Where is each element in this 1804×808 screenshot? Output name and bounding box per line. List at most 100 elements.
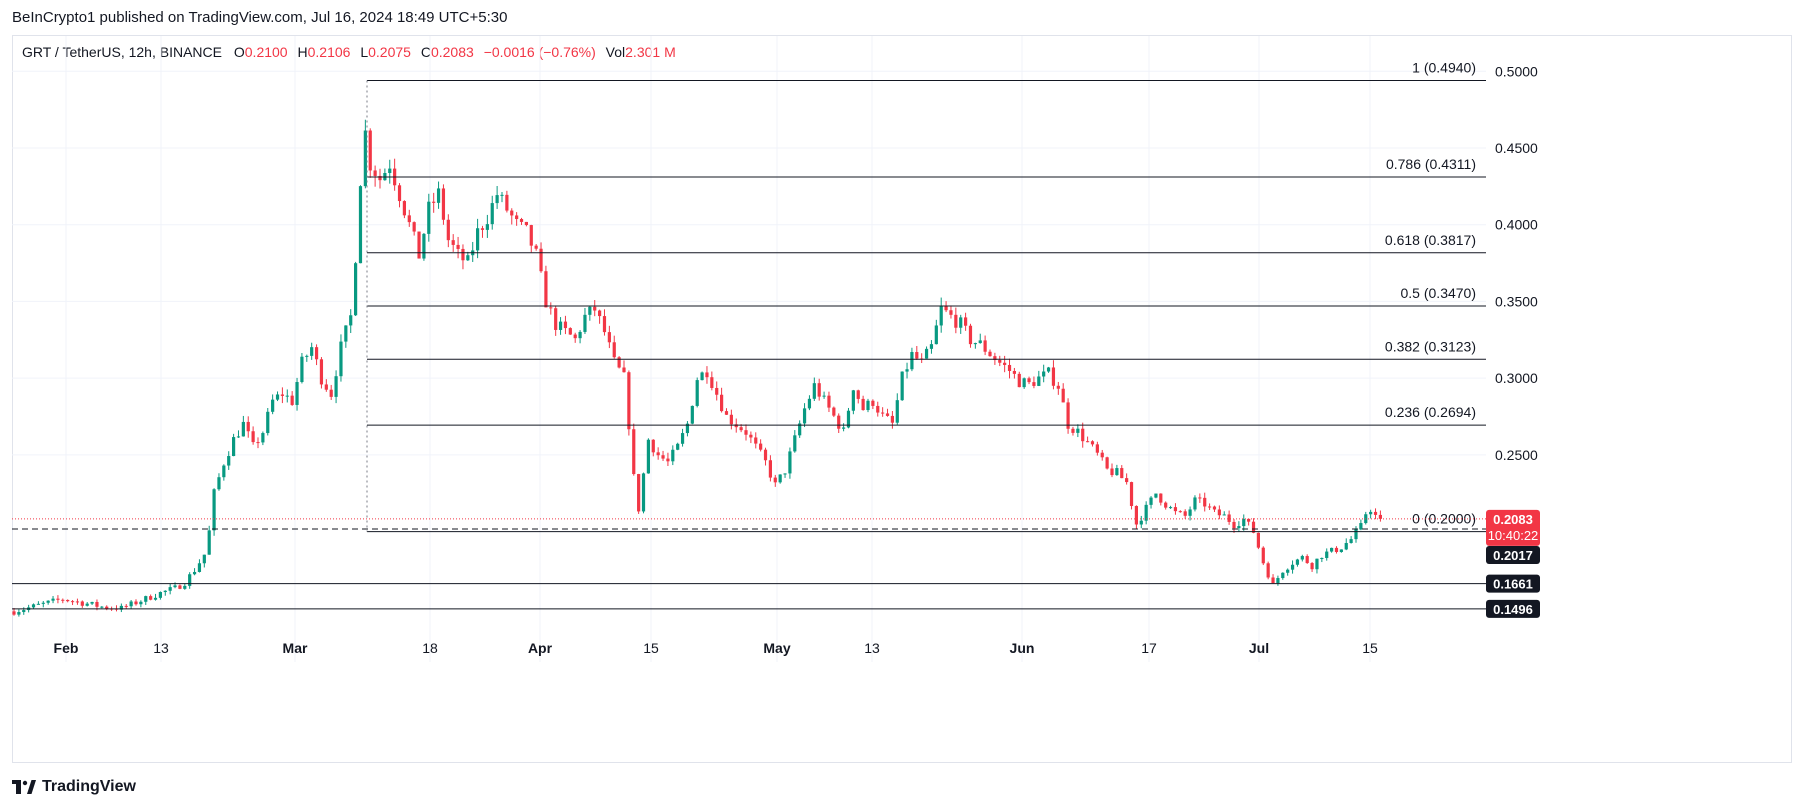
candle xyxy=(256,437,260,449)
candle xyxy=(183,583,187,590)
candle xyxy=(510,208,514,225)
y-tick-label: 0.3500 xyxy=(1495,293,1538,309)
candle xyxy=(305,354,309,362)
candle-body xyxy=(207,530,211,555)
candle xyxy=(202,554,206,568)
candle-body xyxy=(480,228,485,230)
candle xyxy=(1168,505,1173,509)
candle xyxy=(554,305,558,336)
candle-body xyxy=(1286,569,1290,573)
candle-body xyxy=(934,325,938,345)
candle-body xyxy=(90,601,94,604)
support-price-text: 0.1496 xyxy=(1493,602,1533,617)
candle-body xyxy=(1061,388,1065,403)
candle-body xyxy=(266,411,270,434)
candle-body xyxy=(1017,373,1021,388)
symbol-label[interactable]: GRT / TetherUS, 12h, BINANCE xyxy=(22,44,222,60)
candle xyxy=(1266,561,1270,580)
candle-body xyxy=(222,465,226,478)
candle xyxy=(80,600,84,608)
candle xyxy=(329,384,333,400)
candle xyxy=(412,221,416,236)
candle-body xyxy=(339,341,343,377)
candle xyxy=(436,181,441,209)
candle-body xyxy=(85,603,89,606)
candle xyxy=(290,391,294,406)
candle-body xyxy=(46,600,50,603)
candle xyxy=(158,591,162,600)
y-tick-label: 0.3000 xyxy=(1495,370,1538,386)
volume-label: Vol xyxy=(605,44,626,60)
candle-body xyxy=(988,351,992,357)
candle xyxy=(119,603,123,613)
open-value: 0.2100 xyxy=(244,44,288,60)
candle xyxy=(1007,358,1012,379)
candle-body xyxy=(895,400,899,423)
candle xyxy=(676,442,680,451)
y-tick-label: 0.4500 xyxy=(1495,140,1538,156)
candle-body xyxy=(1164,502,1168,508)
candle-layer xyxy=(12,119,1382,617)
candle-body xyxy=(271,399,275,412)
candle-body xyxy=(22,610,26,613)
support-price-text: 0.2017 xyxy=(1493,548,1533,563)
candle-body xyxy=(36,603,40,605)
candle-body xyxy=(832,407,836,416)
candle-body xyxy=(456,244,460,249)
candle xyxy=(1242,514,1246,531)
fib-label: 0.618 (0.3817) xyxy=(1385,232,1476,248)
candle xyxy=(607,325,611,349)
candle-body xyxy=(334,376,338,397)
candle-body xyxy=(1007,364,1012,371)
candle-body xyxy=(1110,468,1114,476)
candle xyxy=(861,395,865,411)
candle xyxy=(578,330,582,344)
tradingview-brand[interactable]: TradingView xyxy=(12,778,136,796)
candle-body xyxy=(349,315,353,326)
candle xyxy=(490,195,494,230)
candle-body xyxy=(12,611,16,615)
candle-body xyxy=(1320,557,1324,559)
candle xyxy=(246,416,250,438)
candle xyxy=(1261,546,1265,566)
candle xyxy=(1164,501,1168,510)
candle-body xyxy=(1212,506,1217,510)
candle xyxy=(695,377,699,408)
candle-body xyxy=(1168,507,1173,509)
candle xyxy=(1027,376,1031,385)
candle-body xyxy=(802,408,807,424)
candle-body xyxy=(1086,441,1090,443)
candle xyxy=(998,355,1002,367)
candle xyxy=(383,168,387,181)
candle xyxy=(1378,510,1382,522)
candle xyxy=(793,430,797,453)
candle-body xyxy=(773,477,777,483)
close-label: C xyxy=(420,44,431,60)
candle-body xyxy=(1325,551,1329,558)
candle xyxy=(798,420,802,438)
candle xyxy=(378,168,382,189)
candle-body xyxy=(295,382,299,405)
candle xyxy=(549,302,553,315)
candle-body xyxy=(388,168,392,174)
candle xyxy=(139,600,143,608)
candle xyxy=(349,309,353,334)
candle-body xyxy=(124,605,128,607)
candle xyxy=(944,301,948,313)
candle-body xyxy=(1149,497,1153,505)
y-tick-label: 0.2500 xyxy=(1495,447,1538,463)
candle xyxy=(1334,546,1339,554)
candle-body xyxy=(197,563,202,572)
candle xyxy=(890,410,894,429)
candle-body xyxy=(646,439,650,474)
candle-body xyxy=(1276,578,1280,584)
candle-body xyxy=(402,201,406,216)
candle-body xyxy=(983,340,987,352)
candle xyxy=(227,451,231,470)
high-label: H xyxy=(297,44,308,60)
candle xyxy=(1198,493,1202,503)
candle-body xyxy=(954,314,958,328)
y-tick-label: 0.5000 xyxy=(1495,63,1538,79)
candle-body xyxy=(1295,559,1300,565)
